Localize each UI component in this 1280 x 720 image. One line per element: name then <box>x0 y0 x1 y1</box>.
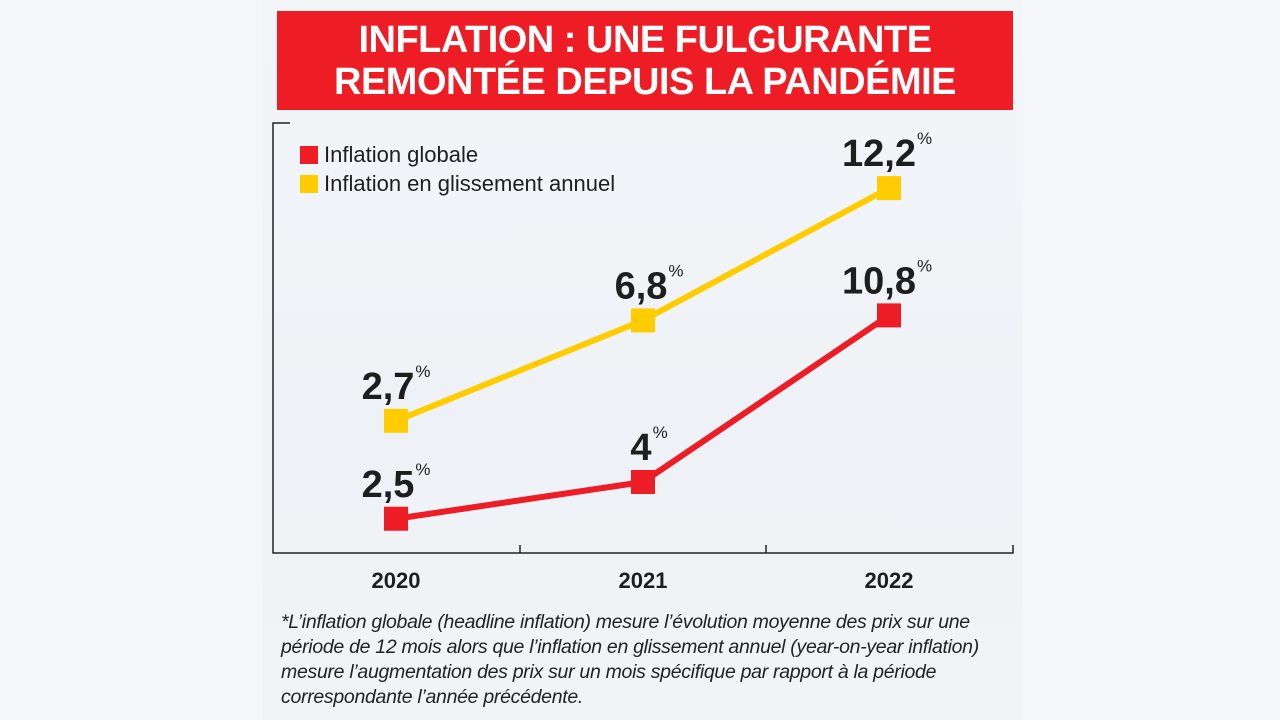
data-label-unit: % <box>668 261 683 280</box>
x-tick-label: 2022 <box>865 568 914 593</box>
legend-swatch-red <box>300 145 318 164</box>
data-label-unit: % <box>415 460 430 479</box>
data-label: 4 <box>630 427 651 469</box>
x-tick-label: 2021 <box>619 568 668 593</box>
data-point <box>631 470 655 494</box>
data-label-unit: % <box>415 362 430 381</box>
legend-item-globale: Inflation globale <box>300 140 615 169</box>
title-line-1: INFLATION : UNE FULGURANTE <box>358 18 932 61</box>
data-point <box>877 176 901 201</box>
data-label: 6,8 <box>615 265 668 307</box>
data-label: 10,8 <box>842 260 916 302</box>
data-label-unit: % <box>917 129 932 148</box>
chart-title: INFLATION : UNE FULGURANTE REMONTÉE DEPU… <box>277 11 1013 110</box>
legend: Inflation globale Inflation en glissemen… <box>300 140 615 198</box>
data-label: 2,7 <box>362 366 415 408</box>
axis-lines <box>272 122 1014 554</box>
legend-swatch-yellow <box>300 174 318 193</box>
data-label-unit: % <box>653 423 668 442</box>
footnote: *L’inflation globale (headline inflation… <box>281 611 979 708</box>
legend-item-glissement: Inflation en glissement annuel <box>300 169 615 198</box>
title-line-2: REMONTÉE DEPUIS LA PANDÉMIE <box>334 60 957 103</box>
data-label: 2,5 <box>362 464 415 506</box>
legend-label: Inflation globale <box>324 141 479 167</box>
data-label-unit: % <box>917 256 932 275</box>
data-label: 12,2 <box>842 133 916 175</box>
data-point <box>384 506 408 531</box>
legend-label: Inflation en glissement annuel <box>324 170 616 196</box>
data-point <box>631 308 655 333</box>
x-tick-label: 2020 <box>372 568 421 593</box>
data-point <box>877 303 901 328</box>
background-panel <box>262 0 1022 720</box>
data-point <box>384 408 408 433</box>
